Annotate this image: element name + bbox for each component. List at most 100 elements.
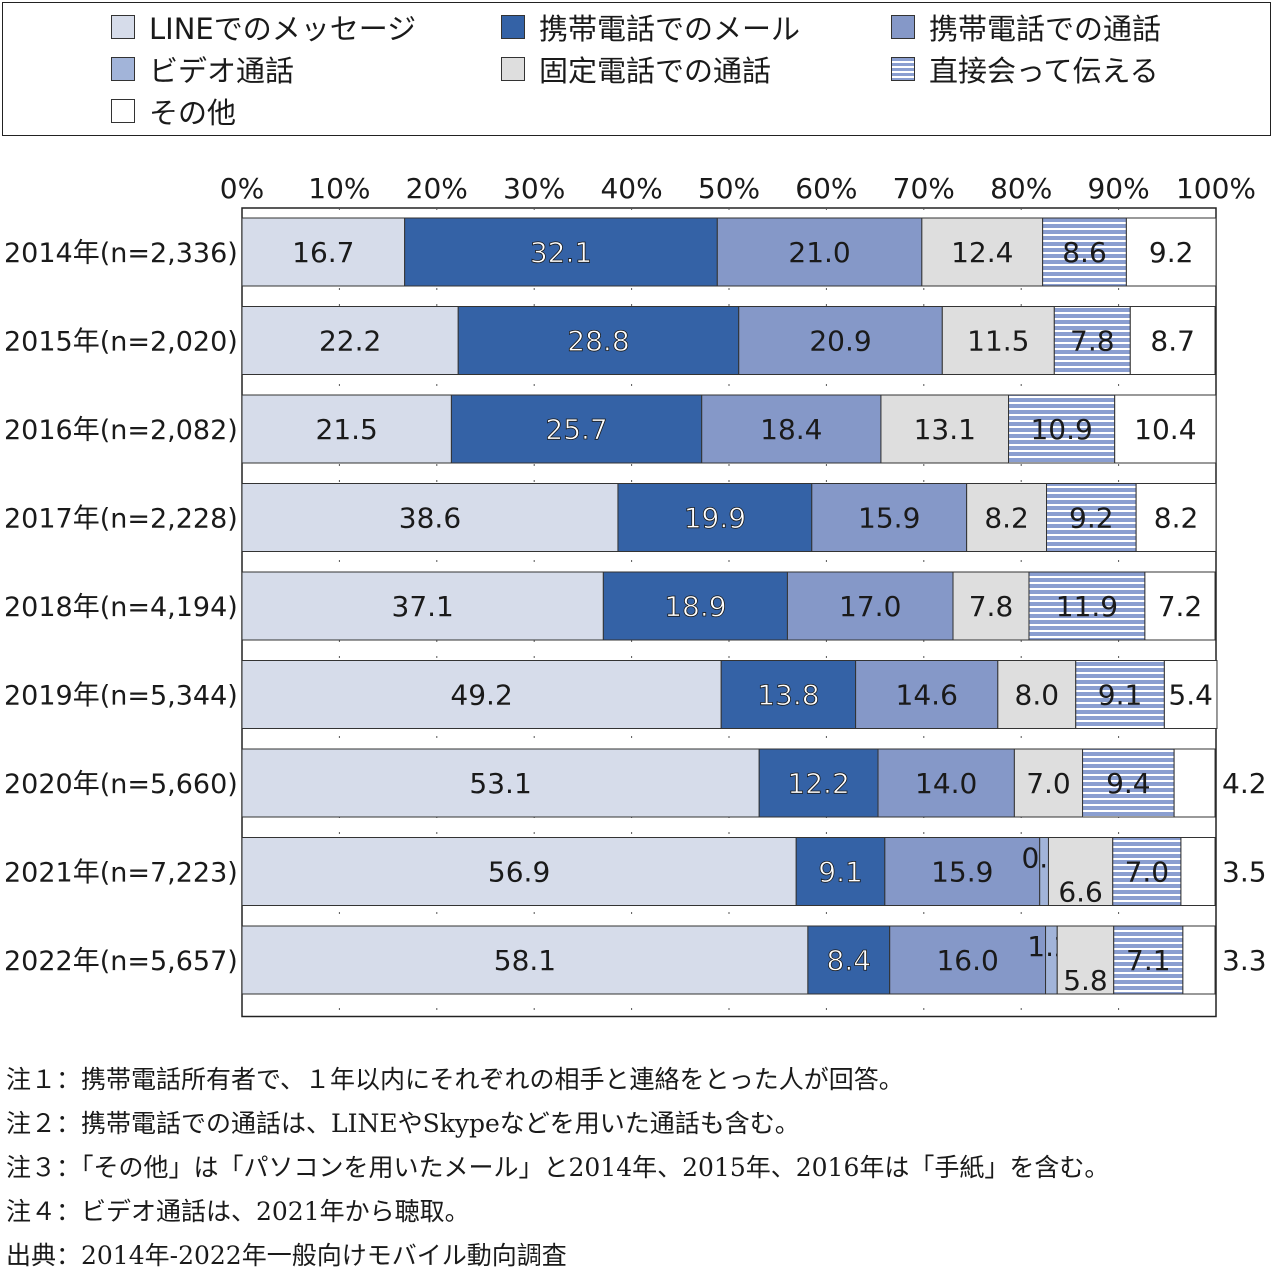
- data-label: 8.0: [1015, 679, 1060, 712]
- data-label: 9.2: [1069, 502, 1114, 535]
- data-label: 7.2: [1158, 590, 1203, 623]
- note-1: 注１：携帯電話所有者で、１年以内にそれぞれの相手と連絡をとった人が回答。: [6, 1065, 904, 1094]
- data-label: 16.0: [936, 944, 998, 977]
- data-label: 53.1: [469, 767, 531, 800]
- bar-segment: [1125, 217, 1217, 287]
- x-tick-label: 100%: [1176, 172, 1256, 205]
- bar-segment: [855, 660, 999, 729]
- legend-swatch: [501, 15, 525, 39]
- bar-segment: [795, 837, 886, 906]
- data-label: 37.1: [392, 590, 454, 623]
- data-label: 7.0: [1026, 767, 1071, 800]
- legend-item-mobile-mail: 携帯電話でのメール: [501, 7, 800, 47]
- data-label: 8.2: [1154, 502, 1199, 535]
- bar-segment: [921, 217, 1044, 287]
- bar-segment: [720, 660, 857, 729]
- bar-segment: [450, 394, 703, 464]
- bar-segment: [241, 217, 406, 287]
- data-label: 9.1: [818, 856, 863, 889]
- data-label: 8.2: [984, 502, 1029, 535]
- data-label: 8.7: [1150, 325, 1195, 358]
- bar-segment: [1163, 660, 1218, 729]
- data-label: 8.6: [1062, 236, 1107, 269]
- bar-segment: [241, 837, 797, 906]
- legend-swatch: [111, 15, 135, 39]
- bar-segment: [997, 660, 1077, 729]
- x-tick-label: 80%: [990, 172, 1052, 205]
- legend-item-landline-call: 固定電話での通話: [501, 49, 771, 89]
- data-label: 9.2: [1149, 236, 1194, 269]
- legend-label: 携帯電話でのメール: [539, 12, 801, 46]
- bar-segment: [1144, 571, 1216, 641]
- category-label: 2014年(n=2,336): [4, 238, 238, 269]
- data-label: 25.7: [545, 413, 607, 446]
- legend-label: その他: [149, 96, 237, 130]
- data-label: 5.4: [1168, 679, 1213, 712]
- category-label: 2019年(n=5,344): [4, 681, 238, 712]
- data-label: 19.9: [684, 502, 746, 535]
- data-label: 49.2: [450, 679, 512, 712]
- data-label: 18.9: [664, 590, 726, 623]
- legend-item-other: その他: [111, 91, 236, 131]
- bar-segment: [241, 483, 619, 552]
- bar-segment: [1135, 483, 1217, 552]
- data-label: 9.4: [1106, 767, 1151, 800]
- bar-segment: [1112, 837, 1182, 906]
- legend-label: ビデオ通話: [149, 54, 295, 88]
- bar-segment: [716, 217, 923, 287]
- bar-segment: [1129, 306, 1216, 375]
- bar-segment: [404, 217, 718, 287]
- legend-label: 携帯電話での通話: [929, 12, 1162, 46]
- data-label: 11.9: [1056, 590, 1118, 623]
- data-label: 16.7: [292, 236, 354, 269]
- stacked-bar-chart: 0% 10% 20% 30% 40% 50% 60% 70% 80% 90% 100% 2014年(n…: [4, 172, 1267, 1018]
- data-label: 14.6: [896, 679, 958, 712]
- data-label: 8.4: [827, 944, 872, 977]
- legend-swatch: [111, 99, 135, 123]
- data-label: 10.4: [1134, 413, 1196, 446]
- bar-segment: [1042, 217, 1127, 287]
- data-label: 20.9: [809, 325, 871, 358]
- bar-segment: [701, 394, 882, 464]
- data-label: 6.6: [1058, 876, 1103, 909]
- bar-segment: [1013, 748, 1084, 818]
- chart-legend: LINEでのメッセージ 携帯電話でのメール 携帯電話での通話 ビデオ通話 固定電…: [2, 2, 1271, 136]
- bar-segment: [1182, 925, 1216, 995]
- category-label: 2015年(n=2,020): [4, 327, 238, 358]
- data-label: 15.9: [858, 502, 920, 535]
- data-label: 3.5: [1222, 856, 1267, 889]
- bar-segment: [241, 748, 760, 818]
- data-label: 10.9: [1030, 413, 1092, 446]
- category-label: 2021年(n=7,223): [4, 858, 238, 889]
- legend-label: 直接会って伝える: [929, 54, 1159, 88]
- data-label: 11.5: [967, 325, 1029, 358]
- data-label: 12.4: [951, 236, 1013, 269]
- bar-segment: [457, 306, 740, 375]
- category-label: 2022年(n=5,657): [4, 946, 238, 977]
- data-label: 32.1: [530, 236, 592, 269]
- x-tick-label: 30%: [503, 172, 565, 205]
- bar-segment: [1047, 837, 1114, 906]
- legend-label: LINEでのメッセージ: [149, 12, 417, 46]
- x-tick-label: 70%: [893, 172, 955, 205]
- legend-swatch: [501, 57, 525, 81]
- bar-segment: [241, 394, 452, 464]
- bar-segment: [952, 571, 1030, 641]
- category-label: 2016年(n=2,082): [4, 415, 238, 446]
- legend-item-in-person: 直接会って伝える: [891, 49, 1159, 89]
- data-label: 13.8: [757, 679, 819, 712]
- bar-segment: [1075, 660, 1165, 729]
- x-tick-label: 0%: [220, 172, 264, 205]
- data-label: 4.2: [1222, 767, 1267, 800]
- note-3: 注３：「その他」は「パソコンを用いたメール」と2014年、2015年、2016年…: [6, 1153, 1110, 1182]
- data-label: 14.0: [915, 767, 977, 800]
- bar-segment: [811, 483, 968, 552]
- data-label: 7.8: [1070, 325, 1115, 358]
- bar-segment: [1053, 306, 1131, 375]
- data-label: 38.6: [399, 502, 461, 535]
- data-label: 21.5: [316, 413, 378, 446]
- x-tick-label: 90%: [1087, 172, 1149, 205]
- bar-segment: [880, 394, 1010, 464]
- data-label: 7.0: [1125, 856, 1170, 889]
- footnotes: 注１：携帯電話所有者で、１年以内にそれぞれの相手と連絡をとった人が回答。 注２：…: [6, 1058, 1109, 1278]
